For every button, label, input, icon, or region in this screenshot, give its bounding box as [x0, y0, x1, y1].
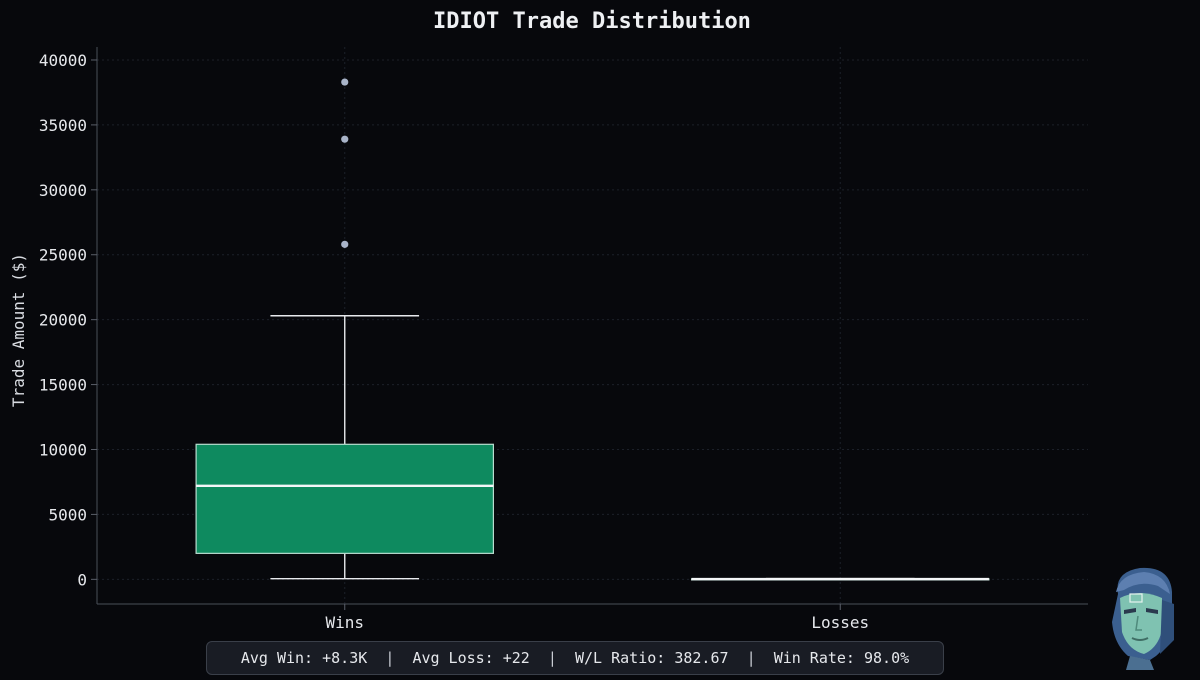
y-axis-ticks: 0 5000 10000 15000 20000 25000 30000 35000 40000 [39, 51, 97, 589]
axes [96, 47, 1088, 605]
y-tick-label: 40000 [39, 51, 87, 70]
stats-separator-space [756, 649, 774, 667]
x-tick-label: Losses [811, 613, 869, 632]
stats-separator: | [547, 649, 557, 667]
y-axis-label: Trade Amount ($) [9, 253, 28, 407]
stats-separator-space [530, 649, 548, 667]
win-rate-stat: Win Rate: 98.0% [773, 649, 910, 667]
stats-separator-space [557, 649, 575, 667]
stats-separator-space [729, 649, 747, 667]
outlier-point [341, 240, 349, 248]
avg-loss-stat: Avg Loss: +22 [412, 649, 530, 667]
y-tick-label: 0 [77, 570, 87, 589]
y-tick-label: 15000 [39, 376, 87, 395]
stats-separator [367, 649, 385, 667]
wl-ratio-stat: W/L Ratio: 382.67 [575, 649, 729, 667]
outlier-point [341, 78, 349, 86]
y-tick-label: 20000 [39, 311, 87, 330]
box-wins [195, 78, 494, 580]
x-axis-ticks: Wins Losses [325, 604, 869, 632]
y-tick-label: 35000 [39, 116, 87, 135]
y-tick-label: 30000 [39, 181, 87, 200]
boxes [195, 78, 990, 581]
chart-title: IDIOT Trade Distribution [433, 9, 751, 34]
robot-face-avatar-icon [1112, 567, 1174, 670]
outlier-point [341, 135, 349, 143]
box-losses [690, 577, 990, 581]
stats-separator: | [746, 649, 756, 667]
y-tick-label: 10000 [39, 440, 87, 459]
y-tick-label: 5000 [48, 505, 87, 524]
y-tick-label: 25000 [39, 246, 87, 265]
x-tick-label: Wins [325, 613, 364, 632]
stats-summary-box: Avg Win: +8.3K | Avg Loss: +22 | W/L Rat… [206, 641, 944, 675]
stats-separator-space [394, 649, 412, 667]
stats-separator: | [385, 649, 395, 667]
avg-win-stat: Avg Win: +8.3K [240, 649, 368, 667]
box-iqr [195, 443, 494, 554]
